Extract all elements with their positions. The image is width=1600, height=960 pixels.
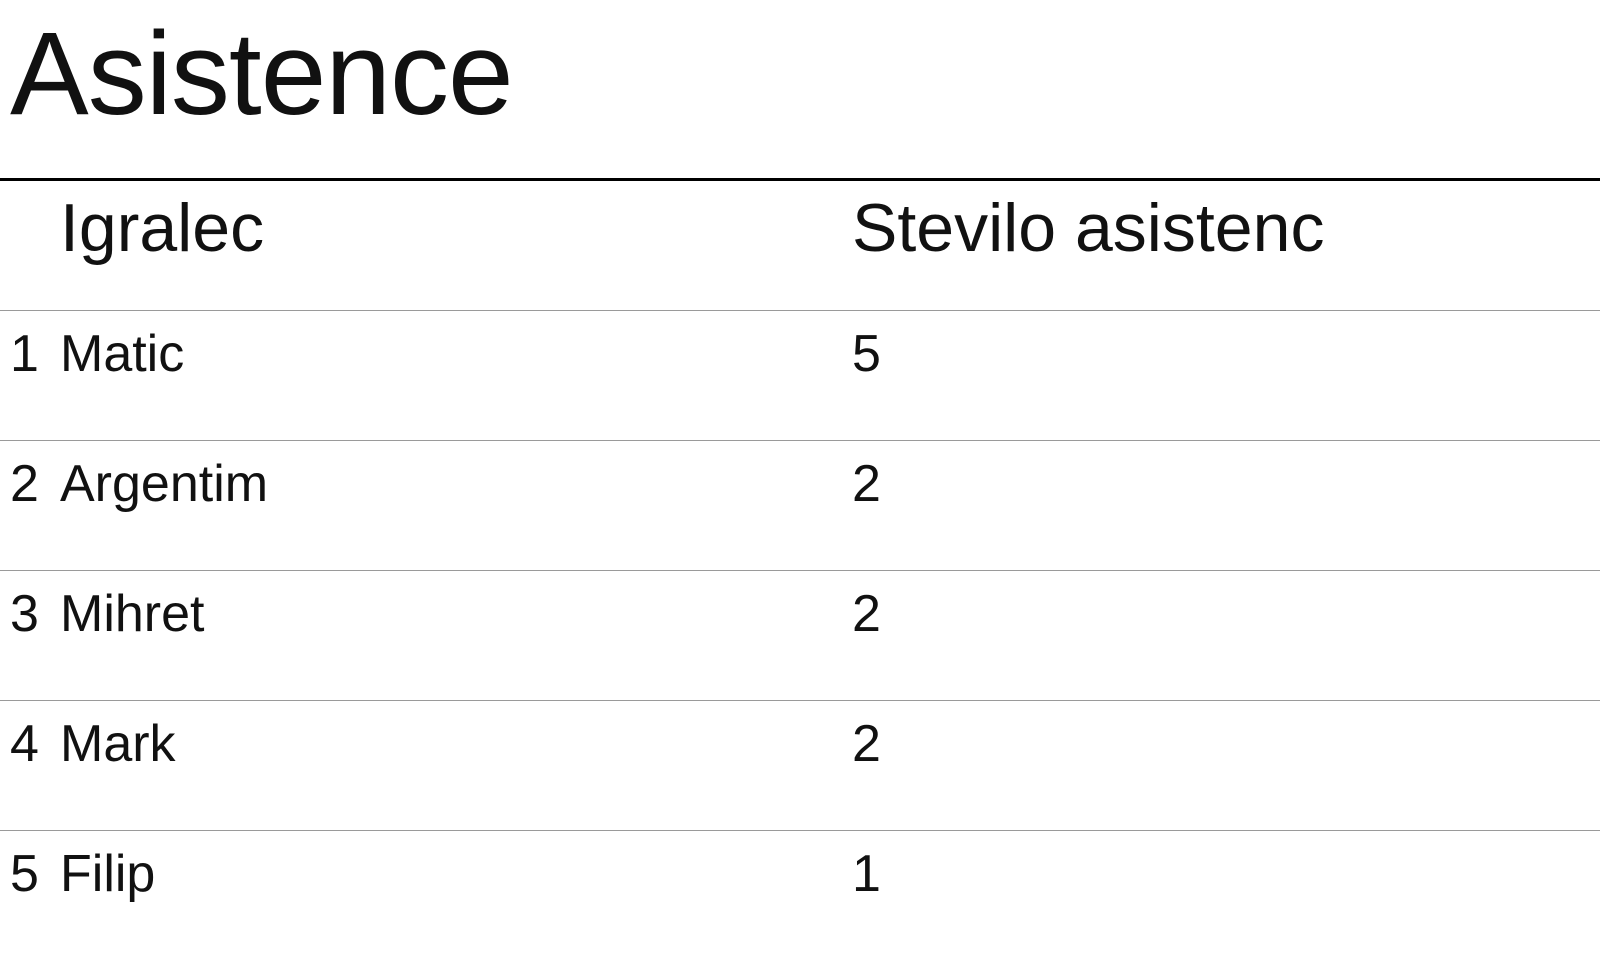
row-player-name: Argentim: [60, 455, 269, 513]
row-player-name: Matic: [60, 325, 185, 383]
page-title: Asistence: [10, 8, 514, 140]
row-rank: 4: [10, 715, 39, 773]
row-assist-count: 1: [852, 845, 881, 903]
row-assist-count: 2: [852, 715, 881, 773]
row-rank: 3: [10, 585, 39, 643]
table-row: 4 Mark 2: [0, 701, 1600, 831]
row-player-name: Mark: [60, 715, 176, 773]
row-assist-count: 2: [852, 585, 881, 643]
row-assist-count: 5: [852, 325, 881, 383]
table-header: Igralec Stevilo asistenc: [0, 181, 1600, 311]
row-player-name: Mihret: [60, 585, 205, 643]
row-rank: 1: [10, 325, 39, 383]
table-row: 3 Mihret 2: [0, 571, 1600, 701]
table-row: 1 Matic 5: [0, 311, 1600, 441]
column-header-player: Igralec: [60, 190, 265, 266]
table-row: 5 Filip 1: [0, 831, 1600, 960]
column-header-assists: Stevilo asistenc: [852, 190, 1325, 266]
row-rank: 5: [10, 845, 39, 903]
title-divider: [0, 178, 1600, 181]
table-row: 2 Argentim 2: [0, 441, 1600, 571]
row-assist-count: 2: [852, 455, 881, 513]
row-player-name: Filip: [60, 845, 156, 903]
row-rank: 2: [10, 455, 39, 513]
